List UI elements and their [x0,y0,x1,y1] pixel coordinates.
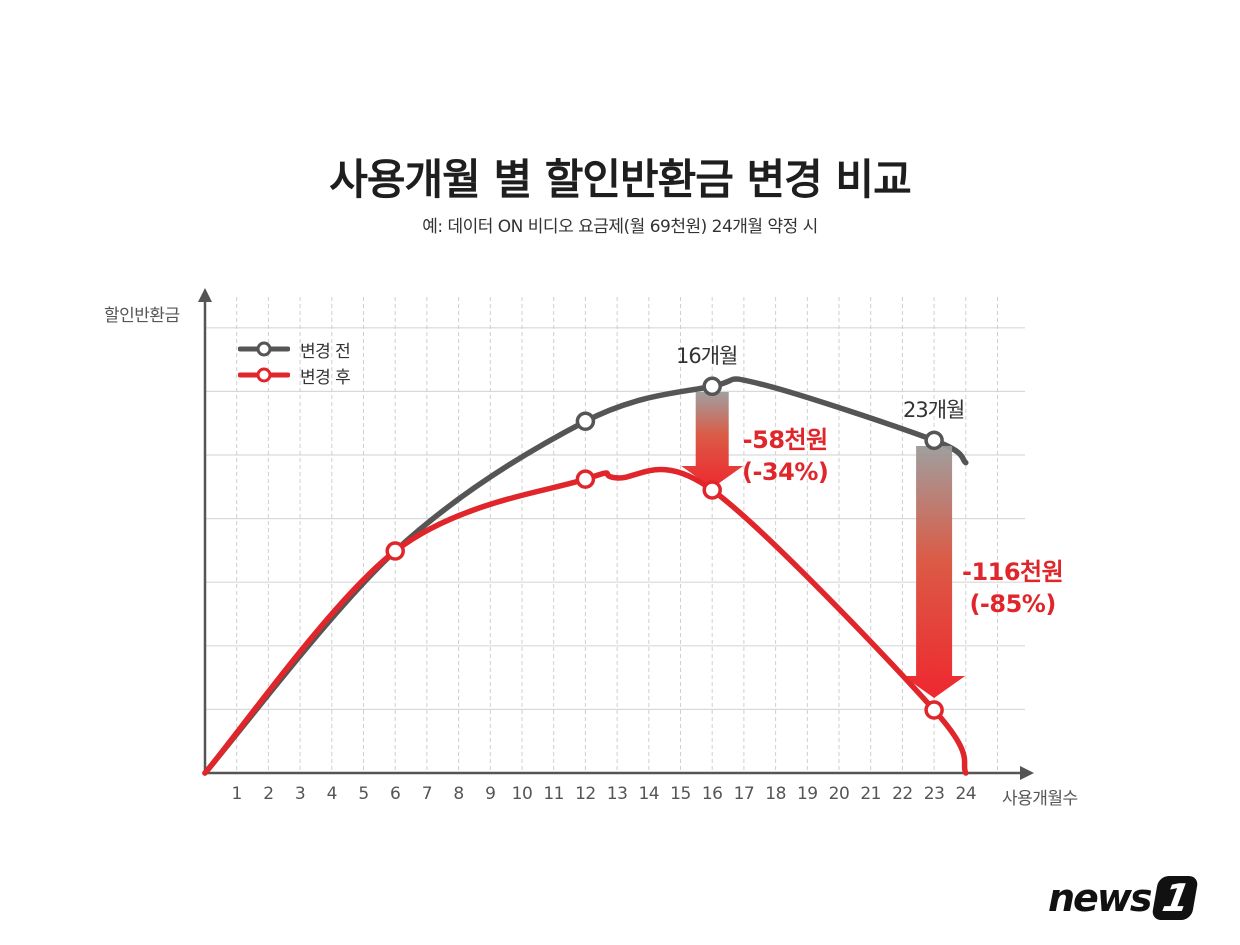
diff-amount: -116천원 [962,558,1064,586]
legend-label: 변경 전 [300,341,351,362]
difference-arrows [681,392,966,698]
y-axis-label: 할인반환금 [104,306,180,326]
axes [198,288,1034,780]
x-tick-label: 15 [670,784,691,804]
annotation-diff-23: -116천원 (-85%) [962,556,1064,620]
annotation-month-16: 16개월 [676,344,738,368]
news1-logo: news 1 [1048,876,1199,920]
x-axis-label: 사용개월수 [1002,789,1078,809]
x-tick-label: 3 [294,784,306,804]
x-tick-label: 12 [575,784,596,804]
diff-amount: -58천원 [742,426,829,454]
x-tick-label: 16 [701,784,723,804]
annotation-month-23: 23개월 [903,398,965,422]
x-tick-label: 19 [796,784,818,804]
chart-subtitle: 예: 데이터 ON 비디오 요금제(월 69천원) 24개월 약정 시 [422,217,818,237]
x-tick-label: 18 [765,784,786,804]
x-tick-label: 6 [390,784,401,804]
diff-percent: (-85%) [969,590,1056,618]
logo-text: news [1048,876,1153,920]
x-tick-label: 9 [485,784,496,804]
x-tick-label: 20 [828,784,850,804]
x-tick-label: 14 [638,784,660,804]
diff-percent: (-34%) [742,458,829,486]
legend-line-marker-icon [238,367,290,383]
legend-label: 변경 후 [300,367,351,388]
x-tick-label: 24 [955,784,977,804]
x-tick-label: 13 [606,784,628,804]
x-tick-label: 1 [231,784,243,804]
legend-item-before: 변경 전 [238,336,351,362]
x-tick-label: 11 [543,784,564,804]
annotation-diff-16: -58천원 (-34%) [742,424,829,488]
x-tick-label: 23 [923,784,945,804]
data-markers [385,376,944,720]
logo-number: 1 [1150,876,1199,920]
legend: 변경 전 변경 후 [238,336,351,388]
series-lines [202,376,969,776]
legend-line-marker-icon [238,341,290,357]
x-tick-label: 17 [733,784,755,804]
x-tick-label: 8 [453,784,464,804]
x-tick-label: 21 [860,784,881,804]
x-tick-label: 7 [421,784,433,804]
x-tick-label: 5 [358,784,369,804]
x-tick-label: 4 [326,784,338,804]
legend-item-after: 변경 후 [238,362,351,388]
x-tick-label: 2 [263,784,274,804]
x-tick-label: 22 [892,784,913,804]
chart-title: 사용개월 별 할인반환금 변경 비교 [329,155,911,204]
x-tick-label: 10 [511,784,533,804]
